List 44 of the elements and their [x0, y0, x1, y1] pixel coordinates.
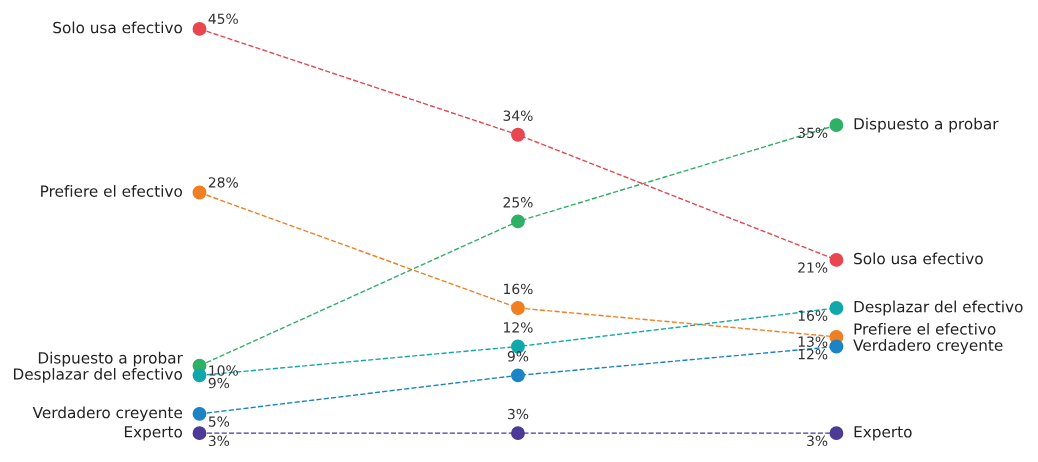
data-label: 16% [798, 310, 828, 321]
text: Prefiere el efectivo [854, 322, 996, 335]
series-label: Verdadero creyente [853, 339, 1003, 354]
point [511, 214, 525, 229]
data-label: 9% [507, 351, 529, 362]
series-label: Prefiere el efectivo [41, 185, 182, 197]
point [511, 301, 525, 315]
point [192, 406, 207, 421]
text: Solo usa efectivo [854, 252, 983, 265]
point [829, 339, 844, 354]
data-label: 3% [208, 435, 230, 447]
point [192, 368, 207, 383]
data-label: 12% [798, 348, 828, 360]
data-label: 9% [208, 377, 230, 389]
text: Desplazar del efectivo [854, 300, 1023, 316]
data-label: 28% [208, 177, 238, 188]
series-label: Experto [124, 426, 182, 441]
series-label: Solo usa efectivo [53, 21, 182, 34]
data-label: 13% [798, 336, 828, 347]
data-label: 3% [508, 408, 529, 420]
point [511, 127, 525, 142]
point [829, 301, 844, 315]
text: Experto [854, 426, 912, 441]
data-label: 12% [504, 322, 533, 333]
data-label: 16% [504, 283, 533, 295]
text: Verdadero creyente [32, 406, 183, 422]
data-label: 45% [208, 13, 238, 25]
data-label: 21% [798, 262, 828, 273]
series-label: Desplazar del efectivo [13, 367, 182, 383]
point [829, 252, 844, 267]
data-label: 25% [503, 197, 533, 208]
data-label: 10% [209, 365, 238, 376]
point [511, 426, 525, 441]
point [829, 426, 844, 441]
point [192, 185, 207, 200]
point [192, 426, 207, 441]
text: Dispuesto a probar [854, 117, 999, 133]
point [511, 368, 525, 383]
data-label: 3% [807, 435, 828, 447]
point [192, 21, 207, 36]
series-label: Dispuesto a probar [38, 351, 183, 367]
data-label: 5% [208, 416, 230, 427]
data-label: 34% [503, 110, 533, 121]
point [829, 118, 844, 133]
